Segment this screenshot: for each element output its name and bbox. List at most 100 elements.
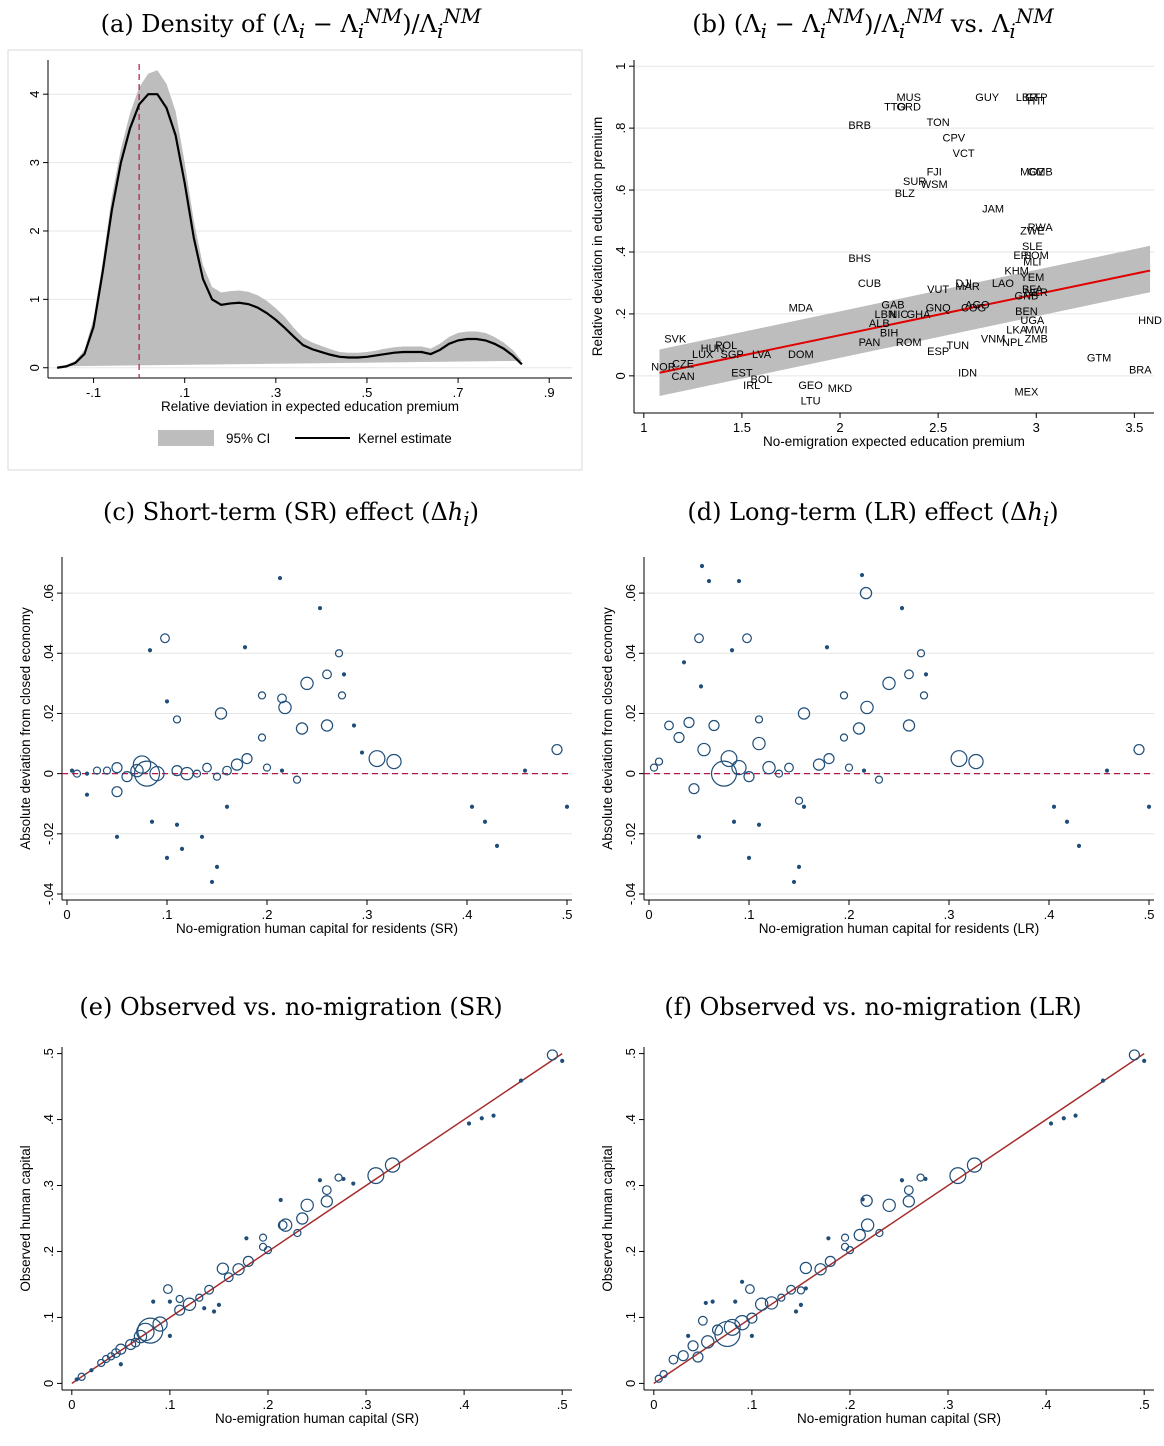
data-point xyxy=(746,1312,758,1324)
y-tick-label: .3 xyxy=(41,1180,56,1191)
data-point xyxy=(167,1333,172,1339)
y-tick-label: .1 xyxy=(623,1312,638,1323)
data-point xyxy=(723,1318,741,1336)
data-point xyxy=(696,834,702,839)
x-tick-label: .3 xyxy=(270,385,281,400)
data-point xyxy=(1048,1121,1054,1126)
data-point xyxy=(746,855,752,860)
data-point xyxy=(242,1255,254,1267)
data-point xyxy=(295,722,309,735)
data-point xyxy=(860,1218,875,1232)
data-point xyxy=(752,736,766,751)
data-point xyxy=(786,1284,797,1295)
data-point xyxy=(824,1255,836,1267)
data-point xyxy=(230,758,244,771)
x-tick-label: 0 xyxy=(63,907,70,922)
country-label: ESP xyxy=(927,346,949,358)
scatter-chart-e: 0 .1 .2 .3 .4 .5 0 .1 .2 .3 .4 .5 No-emigration huma… xyxy=(18,1047,572,1426)
country-label: TTO xyxy=(884,101,906,113)
country-label: LBR xyxy=(1016,92,1037,104)
y-axis-title: Absolute deviation from closed economy xyxy=(18,607,33,850)
country-label: LKA xyxy=(1006,324,1027,336)
y-tick-label: .06 xyxy=(41,584,56,602)
data-point xyxy=(175,1294,184,1304)
data-point xyxy=(149,765,165,782)
data-point xyxy=(125,1338,137,1351)
y-tick-label: .2 xyxy=(613,308,628,319)
country-label: EST xyxy=(731,368,753,380)
data-point xyxy=(101,1354,111,1364)
data-point xyxy=(923,672,929,677)
data-point xyxy=(692,1351,704,1363)
country-label: YEM xyxy=(1020,272,1044,284)
data-point xyxy=(69,768,75,773)
data-point xyxy=(796,1286,806,1295)
country-label: GAB xyxy=(881,300,904,312)
data-point xyxy=(518,1078,524,1083)
y-tick-label: -.04 xyxy=(623,883,638,905)
country-label: GNQ xyxy=(926,303,952,315)
data-point xyxy=(736,578,742,584)
data-point xyxy=(279,768,285,773)
data-point xyxy=(292,775,302,784)
data-point xyxy=(89,1368,94,1373)
panel-e-title: (e) Observed vs. no-migration (SR) xyxy=(79,993,503,1021)
panel-d-title: (d) Long-term (LR) effect (Δhi) xyxy=(687,498,1059,531)
panel-d: (d) Long-term (LR) effect (Δhi) -.04 -.02… xyxy=(582,490,1164,970)
fit-line xyxy=(659,269,1151,374)
country-label: COG xyxy=(961,303,986,315)
data-point xyxy=(258,1242,268,1251)
data-point xyxy=(97,1358,106,1368)
data-point xyxy=(654,1374,663,1383)
country-label: JAM xyxy=(982,204,1004,216)
data-point xyxy=(1051,804,1057,809)
x-axis-title: No-emigration human capital (SR) xyxy=(215,1411,419,1426)
y-tick-label: .4 xyxy=(41,1114,56,1125)
country-label: BIH xyxy=(880,327,898,339)
data-point xyxy=(202,1306,207,1311)
country-label: ZMB xyxy=(1025,334,1048,346)
data-point xyxy=(793,1309,799,1314)
data-point xyxy=(118,1362,123,1367)
data-point xyxy=(1128,1049,1140,1061)
data-point xyxy=(334,649,344,658)
country-label: MWI xyxy=(1025,324,1048,336)
x-axis-title: No-emigration human capital for resident… xyxy=(176,921,458,936)
data-point xyxy=(966,1157,983,1173)
y-tick-label: 1 xyxy=(27,296,42,303)
data-point xyxy=(861,768,867,773)
y-tick-label: 0 xyxy=(41,1380,56,1387)
x-tick-label: .3 xyxy=(362,907,373,922)
country-label: GTM xyxy=(1087,352,1111,364)
country-label: HND xyxy=(1138,315,1162,327)
data-point xyxy=(699,563,705,569)
country-label: AGO xyxy=(965,300,990,312)
y-axis-title: Observed human capital xyxy=(18,1145,33,1291)
data-point xyxy=(494,843,500,848)
x-tick-label: 1.5 xyxy=(733,420,751,435)
x-tick-label: .3 xyxy=(944,907,955,922)
data-point xyxy=(136,1322,155,1342)
country-label: NER xyxy=(1025,287,1048,299)
ci-band xyxy=(57,70,522,367)
data-point xyxy=(799,1261,813,1275)
scatter-chart-f: 0 .1 .2 .3 .4 .5 0 .1 .2 .3 .4 .5 No-emigration huma… xyxy=(600,1047,1154,1426)
data-point xyxy=(320,1195,333,1208)
x-tick-label: .4 xyxy=(1041,1397,1052,1412)
country-label: LVA xyxy=(752,349,772,361)
data-point xyxy=(874,775,884,784)
y-tick-label: -.02 xyxy=(623,823,638,845)
panel-b: (b) (Λi − ΛiNM)/ΛiNM vs. ΛiNM 0 .2 .4 .6 .8 1… xyxy=(582,0,1164,475)
data-point xyxy=(683,716,695,729)
y-tick-label: .5 xyxy=(41,1048,56,1059)
data-point xyxy=(797,707,811,720)
x-tick-label: 1 xyxy=(640,420,647,435)
y-tick-label: 0 xyxy=(27,364,42,371)
data-point xyxy=(232,1263,245,1276)
data-point xyxy=(300,676,314,691)
data-point xyxy=(668,1354,679,1365)
data-point xyxy=(74,1377,79,1382)
panel-c: (c) Short-term (SR) effect (Δhi) -.04 -.0… xyxy=(0,490,582,970)
y-tick-label: .02 xyxy=(623,704,638,722)
data-point xyxy=(293,1228,302,1238)
